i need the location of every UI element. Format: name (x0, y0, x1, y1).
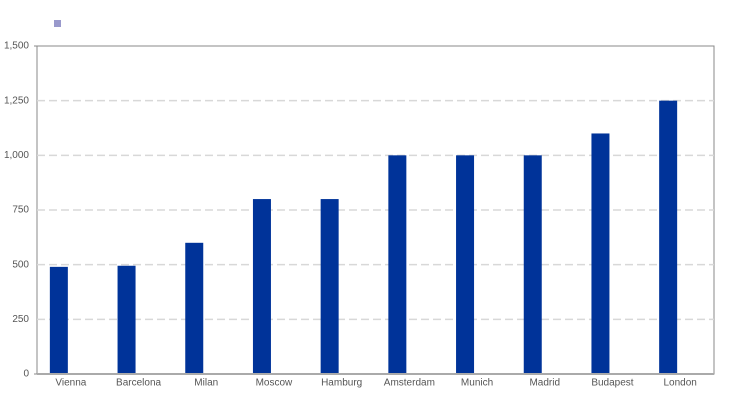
x-tick-label: Amsterdam (384, 378, 435, 389)
x-tick-label: London (663, 378, 696, 389)
bar (456, 155, 475, 374)
y-tick-label: 750 (12, 205, 29, 216)
x-tick-label: Budapest (591, 378, 633, 389)
y-tick-label: 0 (23, 369, 29, 380)
x-tick-label: Hamburg (321, 378, 362, 389)
bar (523, 155, 542, 374)
y-tick-label: 250 (12, 314, 29, 325)
x-tick-label: Madrid (529, 378, 560, 389)
bar (185, 242, 204, 374)
y-tick-label: 1,500 (4, 41, 29, 52)
bar (320, 199, 339, 374)
x-tick-label: Milan (194, 378, 218, 389)
bar (252, 199, 271, 374)
y-tick-label: 1,250 (4, 95, 29, 106)
x-tick-label: Munich (461, 378, 493, 389)
x-tick-label: Vienna (55, 378, 86, 389)
x-tick-label: Barcelona (116, 378, 161, 389)
y-tick-label: 1,000 (4, 150, 29, 161)
bar (117, 265, 136, 374)
legend-marker (54, 20, 61, 27)
x-tick-label: Moscow (256, 378, 293, 389)
bar (659, 100, 678, 375)
y-tick-label: 500 (12, 259, 29, 270)
bar (388, 155, 407, 374)
bar (591, 133, 610, 374)
bar (49, 266, 68, 374)
